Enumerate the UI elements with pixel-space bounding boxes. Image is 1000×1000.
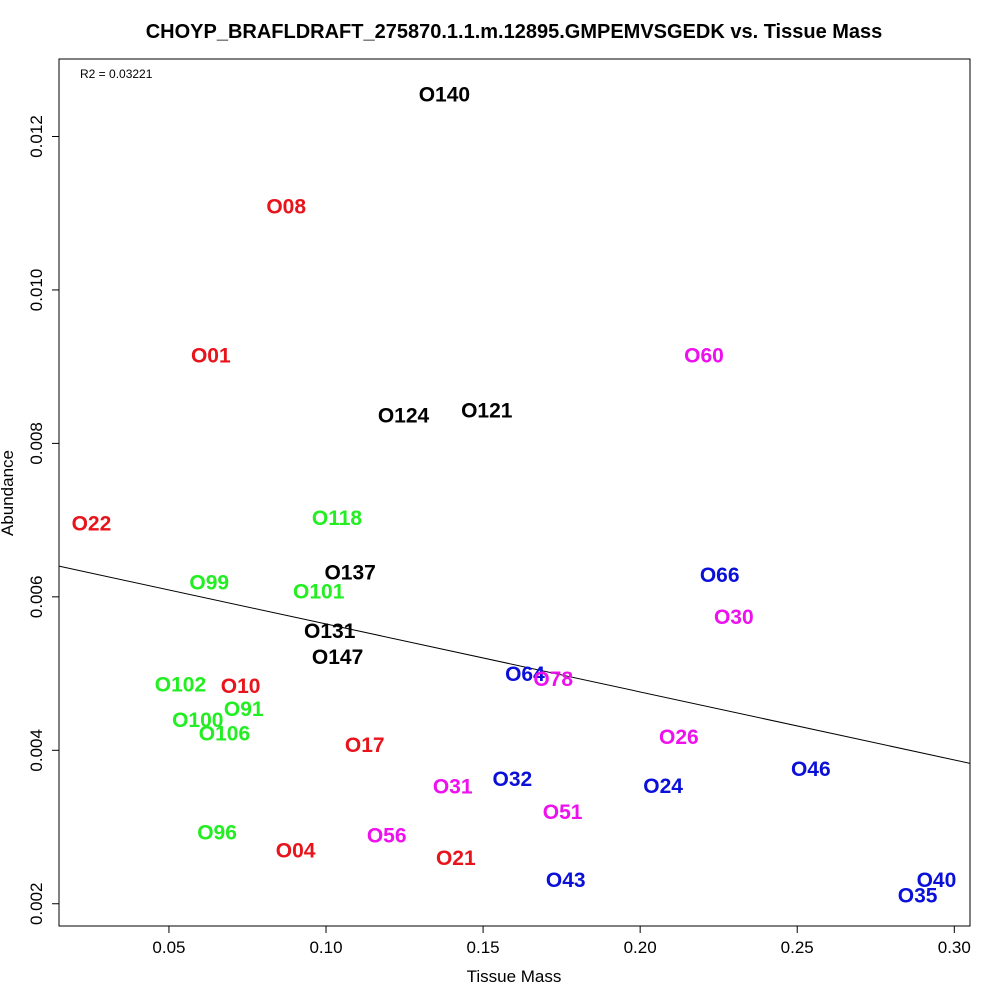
point-label-o140: O140 [419, 84, 470, 107]
point-label-o56: O56 [367, 825, 407, 848]
point-label-o100: O100 [172, 709, 223, 732]
point-label-o40: O40 [917, 869, 957, 892]
y-tick-label: 0.002 [27, 882, 46, 925]
point-label-o04: O04 [276, 839, 316, 862]
point-label-o43: O43 [546, 869, 586, 892]
r2-annotation: R2 = 0.03221 [80, 67, 153, 81]
point-label-o137: O137 [324, 562, 375, 585]
point-label-o31: O31 [433, 776, 473, 799]
point-label-o21: O21 [436, 847, 476, 870]
point-label-o22: O22 [72, 512, 112, 535]
point-label-o124: O124 [378, 404, 430, 427]
point-label-o46: O46 [791, 758, 831, 781]
plot-frame [58, 58, 971, 927]
point-label-o60: O60 [684, 344, 724, 367]
point-label-o102: O102 [155, 674, 206, 697]
point-label-o64: O64 [505, 663, 545, 686]
y-axis: 0.002 0.004 0.006 0.008 0.010 0.012 [27, 115, 59, 925]
point-label-o26: O26 [659, 726, 699, 749]
y-tick-label: 0.006 [27, 576, 46, 619]
x-tick-label: 0.10 [309, 938, 342, 957]
point-label-o131: O131 [304, 620, 356, 643]
point-label-o30: O30 [714, 606, 754, 629]
x-tick-label: 0.20 [624, 938, 657, 957]
point-label-o32: O32 [493, 768, 533, 791]
y-tick-label: 0.012 [27, 115, 46, 158]
y-tick-label: 0.004 [27, 729, 46, 772]
point-label-o147: O147 [312, 646, 363, 669]
x-tick-label: 0.25 [781, 938, 814, 957]
point-label-o01: O01 [191, 344, 231, 367]
y-tick-label: 0.010 [27, 269, 46, 312]
point-label-o24: O24 [643, 775, 683, 798]
point-label-o121: O121 [461, 400, 513, 423]
point-label-o10: O10 [221, 675, 261, 698]
point-label-o08: O08 [266, 196, 306, 219]
x-tick-label: 0.30 [938, 938, 971, 957]
point-label-o106: O106 [199, 723, 250, 746]
regression-line [58, 565, 971, 764]
point-label-o99: O99 [189, 572, 229, 595]
chart-title: CHOYP_BRAFLDRAFT_275870.1.1.m.12895.GMPE… [146, 21, 883, 43]
x-tick-label: 0.05 [152, 938, 185, 957]
y-tick-label: 0.008 [27, 422, 46, 465]
x-axis: 0.05 0.10 0.15 0.20 0.25 0.30 [152, 926, 971, 957]
point-label-o118: O118 [312, 507, 363, 530]
point-label-o101: O101 [293, 581, 345, 604]
point-label-o17: O17 [345, 734, 385, 757]
x-axis-label: Tissue Mass [467, 967, 562, 986]
point-label-o96: O96 [197, 822, 237, 845]
point-label-o35: O35 [898, 885, 938, 908]
y-axis-label: Abundance [0, 450, 17, 536]
point-label-o78: O78 [533, 668, 573, 691]
point-label-o91: O91 [224, 698, 264, 721]
x-tick-label: 0.15 [467, 938, 500, 957]
point-label-o51: O51 [543, 801, 583, 824]
data-points: O140 O08 O01 O60 O124 O121 O22 O118 O137 O66 O99 O1… [72, 84, 957, 908]
point-label-o66: O66 [700, 564, 740, 587]
regression-line-group [58, 565, 971, 764]
